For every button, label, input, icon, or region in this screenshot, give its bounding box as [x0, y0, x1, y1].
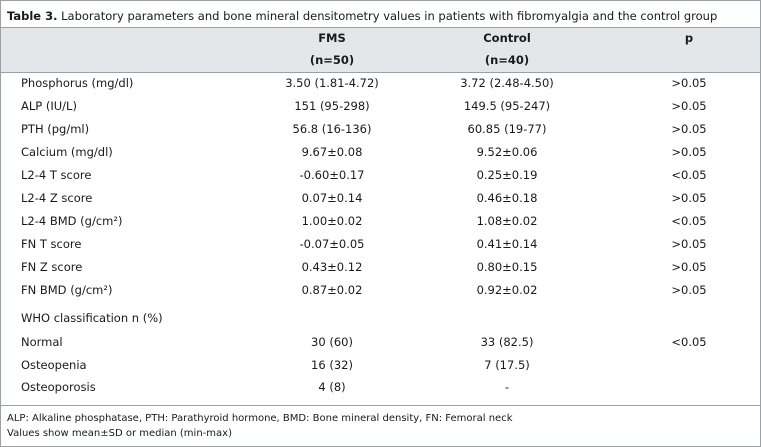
header-cell: FMS	[318, 31, 346, 45]
table-cell: 151 (95-298)	[294, 99, 370, 113]
row-label: FN BMD (g/cm²)	[21, 283, 113, 297]
header-cell: Control	[483, 31, 531, 45]
row-label: Calcium (mg/dl)	[21, 145, 113, 159]
table-cell: >0.05	[671, 145, 707, 159]
table-cell: 33 (82.5)	[480, 335, 534, 349]
caption: Table 3. Laboratory parameters and bone …	[7, 8, 717, 24]
row-label: L2-4 Z score	[21, 191, 93, 205]
caption-text: Laboratory parameters and bone mineral d…	[61, 9, 718, 23]
table-cell: 149.5 (95-247)	[463, 99, 551, 113]
table-cell: >0.05	[671, 76, 707, 90]
table-cell: 4 (8)	[318, 380, 346, 394]
table-cell: 16 (32)	[311, 358, 353, 372]
table-cell: 0.80±0.15	[476, 260, 538, 274]
table-cell: 1.08±0.02	[476, 214, 538, 228]
row-label: ALP (IU/L)	[21, 99, 77, 113]
table-cell: -0.60±0.17	[299, 168, 365, 182]
table-cell: 3.72 (2.48-4.50)	[460, 76, 554, 90]
table-cell: 0.43±0.12	[301, 260, 363, 274]
table-cell: >0.05	[671, 191, 707, 205]
footnote: Values show mean±SD or median (min-max)	[7, 428, 232, 439]
rule	[1, 27, 760, 28]
table-cell: >0.05	[671, 237, 707, 251]
table-cell: 60.85 (19-77)	[467, 122, 547, 136]
rule	[1, 405, 760, 406]
table-cell: 56.8 (16-136)	[292, 122, 372, 136]
row-label: Phosphorus (mg/dl)	[21, 76, 134, 90]
row-label: WHO classification n (%)	[21, 311, 163, 325]
table-cell: >0.05	[671, 260, 707, 274]
table-cell: 0.92±0.02	[476, 283, 538, 297]
table-cell: 9.67±0.08	[301, 145, 363, 159]
table-cell: <0.05	[671, 168, 707, 182]
row-label: L2-4 T score	[21, 168, 92, 182]
table-cell: 7 (17.5)	[484, 358, 530, 372]
header-cell: (n=50)	[309, 53, 355, 67]
rule	[1, 72, 760, 73]
table-cell: -	[504, 380, 510, 394]
row-label: FN Z score	[21, 260, 83, 274]
table-cell: 0.46±0.18	[476, 191, 538, 205]
row-label: L2-4 BMD (g/cm²)	[21, 214, 123, 228]
table-cell: <0.05	[671, 214, 707, 228]
header-band	[1, 28, 760, 72]
row-label: Osteoporosis	[21, 380, 96, 394]
table-cell: 0.07±0.14	[301, 191, 363, 205]
table-cell: <0.05	[671, 335, 707, 349]
table-cell: 0.87±0.02	[301, 283, 363, 297]
header-cell: (n=40)	[484, 53, 530, 67]
caption-label: Table 3.	[7, 9, 58, 23]
row-label: Osteopenia	[21, 358, 87, 372]
table-cell: 0.25±0.19	[476, 168, 538, 182]
table-cell: 3.50 (1.81-4.72)	[285, 76, 379, 90]
row-label: Normal	[21, 335, 63, 349]
row-label: FN T score	[21, 237, 82, 251]
table-cell: >0.05	[671, 99, 707, 113]
row-label: PTH (pg/ml)	[21, 122, 90, 136]
footnote: ALP: Alkaline phosphatase, PTH: Parathyr…	[7, 413, 513, 424]
table-cell: 0.41±0.14	[476, 237, 538, 251]
table-cell: >0.05	[671, 122, 707, 136]
table-cell: 30 (60)	[311, 335, 353, 349]
table-cell: 1.00±0.02	[301, 214, 363, 228]
header-cell: p	[684, 31, 694, 45]
table-cell: 9.52±0.06	[476, 145, 538, 159]
table-cell: >0.05	[671, 283, 707, 297]
table-cell: -0.07±0.05	[299, 237, 365, 251]
